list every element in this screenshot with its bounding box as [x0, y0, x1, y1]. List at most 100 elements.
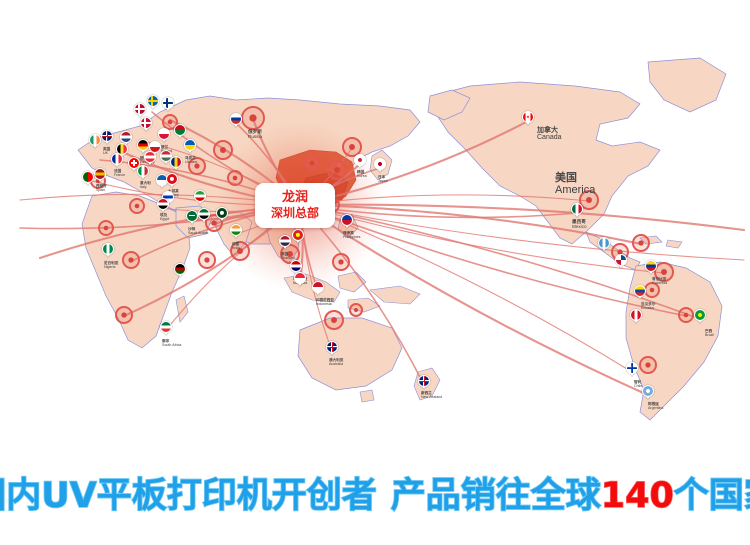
pin-tail	[98, 179, 102, 182]
map-pin-mexico	[571, 203, 583, 217]
pin-tail	[151, 106, 155, 109]
map-pin-vietnam	[292, 229, 304, 243]
banner-part2: 产品销往全球	[390, 475, 602, 516]
route-line	[298, 203, 643, 246]
pin-tail	[160, 185, 164, 188]
pin-tail	[190, 221, 194, 224]
hq-company-name: 龙润	[281, 190, 308, 206]
pin-tail	[86, 182, 90, 185]
map-pin-sweden	[147, 95, 159, 109]
map-pin-netherlands	[120, 131, 132, 145]
map-pin-france	[111, 153, 123, 167]
pin-tail	[316, 292, 320, 295]
pin-tail	[164, 332, 168, 335]
map-pin-denmark	[140, 117, 152, 131]
pin-tail	[345, 225, 349, 228]
pin-tail	[526, 122, 530, 125]
pin-tail	[162, 139, 166, 142]
pin-tail	[575, 214, 579, 217]
pin-tail	[148, 162, 152, 165]
ring-marker-core	[232, 175, 238, 181]
ring-marker-core	[167, 119, 173, 125]
ring-marker-core	[683, 312, 689, 318]
map-pin-ukraine	[184, 139, 196, 153]
ring-marker-core	[334, 167, 340, 173]
map-pin-ireland	[89, 134, 101, 148]
pin-tail	[283, 246, 287, 249]
pin-tail	[198, 201, 202, 204]
ring-marker-core	[645, 362, 651, 368]
map-pin-portugal	[82, 171, 94, 185]
map-pin-italy	[137, 165, 149, 179]
pin-tail	[296, 240, 300, 243]
banner-headline: 国内UV平板打印机开创者产品销往全球140个国家	[0, 475, 750, 516]
pin-tail	[220, 218, 224, 221]
map-pin-korea	[354, 154, 366, 168]
ring-marker-core	[121, 312, 127, 318]
ring-marker-core	[128, 257, 134, 263]
pin-tail	[166, 108, 170, 111]
pin-tail	[93, 145, 97, 148]
map-pin-nigeria	[102, 243, 114, 257]
map-pin-philippines	[341, 214, 353, 228]
map-pin-ecuador	[634, 285, 646, 299]
ring-marker-core	[331, 317, 337, 323]
pin-tail	[646, 396, 650, 399]
pin-tail	[106, 254, 110, 257]
ring-marker-core	[586, 197, 592, 203]
banner-part3: 个国家	[673, 475, 750, 516]
ring-marker-core	[638, 240, 644, 246]
map-pin-india	[230, 224, 242, 238]
flag-icon-chile	[626, 362, 638, 374]
ring-marker-core	[103, 225, 109, 231]
map-pin-egypt	[157, 198, 169, 212]
pin-tail	[124, 142, 128, 145]
pin-tail	[178, 135, 182, 138]
hq-site-name: 深圳总部	[270, 206, 319, 221]
banner-part1: 国内UV平板打印机开创者	[0, 475, 378, 516]
route-line	[299, 204, 745, 261]
map-pin-spain	[94, 168, 106, 182]
map-pin-iran	[194, 190, 206, 204]
pin-tail	[161, 209, 165, 212]
ring-marker-core	[354, 308, 358, 312]
ring-marker-core	[661, 269, 667, 275]
pin-tail	[649, 271, 653, 274]
map-pin-norway	[134, 103, 146, 117]
ring-marker-core	[211, 220, 217, 226]
map-pin-uae	[198, 208, 210, 222]
ring-marker-core	[134, 203, 140, 209]
map-pin-romania	[170, 156, 182, 170]
bottom-banner: 国内UV平板打印机开创者产品销往全球140个国家	[0, 455, 750, 545]
flag-icon-canada	[522, 111, 534, 123]
map-pin-australia	[326, 341, 338, 355]
map-pin-panama	[615, 254, 627, 268]
pin-tail	[115, 164, 119, 167]
map-pin-turkey	[166, 173, 178, 187]
pin-tail	[234, 124, 238, 127]
pin-tail	[105, 141, 109, 144]
map-pin-guatemala	[598, 237, 610, 251]
pin-tail	[132, 168, 136, 171]
map-pin-newzealand	[418, 375, 430, 389]
map-pin-indonesia	[312, 281, 324, 295]
world-map-svg	[19, 57, 746, 421]
pin-tail	[234, 235, 238, 238]
map-pin-austria	[144, 151, 156, 165]
route-line	[298, 203, 650, 397]
pin-tail	[698, 320, 702, 323]
pin-tail	[330, 352, 334, 355]
map-pin-colombia	[645, 260, 657, 274]
map-pin-argentina	[642, 385, 654, 399]
map-pin-peru	[630, 309, 642, 323]
map-pin-canada	[522, 111, 534, 125]
pin-tail	[138, 114, 142, 117]
map-pin-pakistan	[216, 207, 228, 221]
ring-marker-core	[237, 248, 243, 254]
map-pin-chile	[626, 362, 638, 376]
banner-country-count: 140	[600, 475, 674, 516]
ring-marker-core	[194, 163, 200, 169]
map-pin-saudi	[186, 210, 198, 224]
ring-marker-core	[220, 147, 226, 153]
